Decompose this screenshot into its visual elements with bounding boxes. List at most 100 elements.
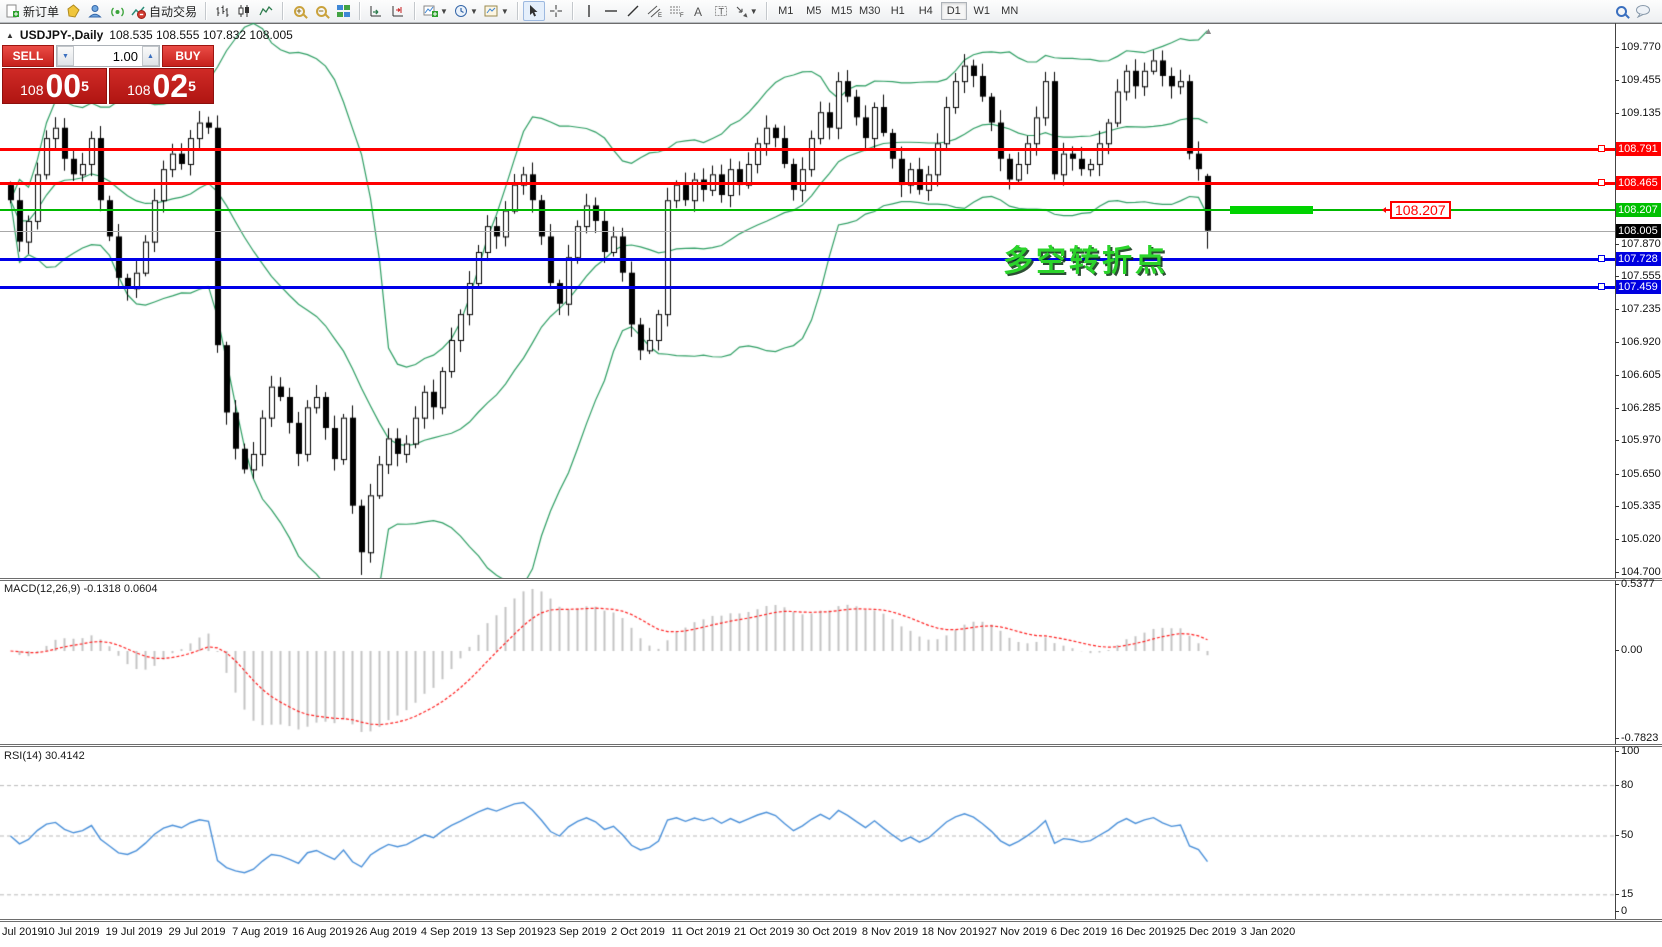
date-tick-label: Jul 2019	[2, 926, 44, 938]
timeframe-button-mn[interactable]: MN	[1001, 5, 1019, 17]
chart-shift-marker[interactable]: ▲	[1204, 26, 1213, 36]
trendline-button[interactable]	[622, 1, 644, 21]
fibonacci-icon: F	[669, 4, 684, 18]
chevron-down-icon: ▼	[440, 6, 448, 16]
sell-price-display[interactable]: 108 00 5	[2, 68, 107, 104]
fibonacci-button[interactable]: F	[666, 1, 688, 21]
bar-chart-button[interactable]	[211, 1, 233, 21]
price-badge: 108.465	[1616, 176, 1661, 191]
rsi-scale-tick: 0	[1614, 905, 1628, 917]
price-callout-label[interactable]: 108.207	[1382, 200, 1451, 219]
macd-canvas[interactable]	[0, 581, 1615, 744]
price-badge: 107.459	[1616, 280, 1661, 295]
date-tick-label: 30 Oct 2019	[797, 926, 857, 938]
chart-shift-button[interactable]	[387, 1, 409, 21]
channel-button[interactable]: E	[644, 1, 666, 21]
chart-ohlc: 108.535 108.555 107.832 108.005	[109, 28, 293, 42]
text-label-button[interactable]: T	[710, 1, 732, 21]
pane-separator[interactable]	[0, 578, 1662, 581]
tile-windows-button[interactable]	[332, 1, 354, 21]
price-tick: 106.920	[1615, 336, 1661, 349]
buy-price-big: 02	[152, 68, 189, 104]
line-chart-icon	[259, 4, 273, 18]
arrows-button[interactable]: ▼	[732, 1, 761, 21]
line-edit-marker[interactable]	[1598, 179, 1605, 187]
green-trend-segment[interactable]	[1230, 205, 1313, 214]
volume-input[interactable]	[74, 46, 142, 66]
price-tick: 109.770	[1615, 41, 1661, 53]
line-edit-marker[interactable]	[1598, 255, 1605, 263]
buy-button[interactable]: BUY	[162, 45, 214, 67]
crosshair-button[interactable]	[545, 1, 567, 21]
crosshair-icon	[549, 4, 563, 18]
line-chart-button[interactable]	[255, 1, 277, 21]
volume-increase-button[interactable]: ▲	[142, 46, 159, 66]
horizontal-level-line[interactable]	[0, 181, 1615, 185]
community-button[interactable]	[84, 1, 106, 21]
main-chart-canvas[interactable]	[0, 23, 1615, 579]
collapse-icon[interactable]: ▲	[6, 30, 14, 40]
sell-button[interactable]: SELL	[2, 45, 54, 67]
arrows-icon	[735, 5, 748, 18]
candlestick-button[interactable]	[233, 1, 255, 21]
horizontal-level-line[interactable]	[0, 208, 1615, 211]
auto-scroll-button[interactable]	[365, 1, 387, 21]
zoom-out-button[interactable]: −	[310, 1, 332, 21]
price-tick: 106.605	[1615, 368, 1661, 381]
volume-decrease-button[interactable]: ▼	[57, 46, 74, 66]
text-button[interactable]: A	[688, 1, 710, 21]
new-order-button[interactable]: 新订单	[3, 1, 62, 21]
toolbar-separator	[359, 2, 361, 20]
candlestick-icon	[237, 4, 251, 18]
search-button[interactable]	[1610, 1, 1632, 21]
price-badge: 108.005	[1616, 223, 1661, 238]
periods-button[interactable]: ▼	[451, 1, 481, 21]
timeframe-button-m30[interactable]: M30	[859, 5, 881, 17]
cursor-button[interactable]	[522, 1, 545, 21]
metaeditor-icon	[66, 3, 81, 19]
signal-icon	[110, 4, 125, 19]
buy-price-display[interactable]: 108 02 5	[109, 68, 214, 104]
chat-button[interactable]	[1632, 1, 1654, 21]
search-icon	[1615, 5, 1627, 17]
new-order-icon	[6, 4, 20, 18]
timeframe-button-w1[interactable]: W1	[973, 5, 990, 17]
timeframe-button-d1[interactable]: D1	[940, 2, 967, 20]
date-tick-label: 26 Aug 2019	[355, 926, 417, 938]
rsi-label: RSI(14) 30.4142	[4, 750, 85, 762]
horizontal-level-line[interactable]	[0, 285, 1615, 289]
toolbar: 新订单 自动交易	[0, 0, 1662, 23]
timeframe-toolbar: M1 M5 M15 M30 H1 H4 D1 W1 MN	[769, 0, 1027, 22]
horizontal-level-line[interactable]	[0, 257, 1615, 261]
macd-scale-tick: 0.5377	[1615, 578, 1655, 590]
text-icon: A	[692, 5, 705, 18]
chart-annotation-text[interactable]: 多空转折点	[1003, 245, 1168, 279]
autotrading-button[interactable]: 自动交易	[128, 1, 200, 21]
horizontal-line-button[interactable]	[600, 1, 622, 21]
horizontal-level-line[interactable]	[0, 147, 1615, 151]
date-tick-label: 16 Dec 2019	[1110, 926, 1174, 938]
line-edit-marker[interactable]	[1598, 145, 1605, 153]
pane-separator[interactable]	[0, 919, 1662, 922]
templates-button[interactable]: ▼	[481, 1, 512, 21]
date-axis[interactable]: Jul 2019 10 Jul 2019 19 Jul 2019 29 Jul 201…	[0, 922, 1662, 947]
rsi-canvas[interactable]	[0, 748, 1615, 919]
pane-separator[interactable]	[0, 744, 1662, 747]
timeframe-button-m1[interactable]: M1	[778, 5, 794, 17]
vertical-line-button[interactable]	[578, 1, 600, 21]
timeframe-button-h4[interactable]: H4	[918, 5, 933, 17]
svg-text:T: T	[718, 7, 724, 17]
zoom-in-button[interactable]: +	[288, 1, 310, 21]
date-tick-label: 18 Nov 2019	[921, 926, 985, 938]
indicators-button[interactable]: ▼	[420, 1, 451, 21]
timeframe-button-m5[interactable]: M5	[806, 5, 822, 17]
timeframe-button-m15[interactable]: M15	[831, 5, 853, 17]
metaeditor-button[interactable]	[62, 1, 84, 21]
timeframe-button-h1[interactable]: H1	[890, 5, 905, 17]
rsi-scale-tick: 15	[1614, 887, 1634, 900]
chevron-down-icon: ▼	[500, 6, 509, 16]
signal-button[interactable]	[106, 1, 128, 21]
price-tick: 105.335	[1615, 500, 1661, 513]
zoom-in-icon: +	[293, 5, 305, 17]
line-edit-marker[interactable]	[1598, 283, 1605, 291]
